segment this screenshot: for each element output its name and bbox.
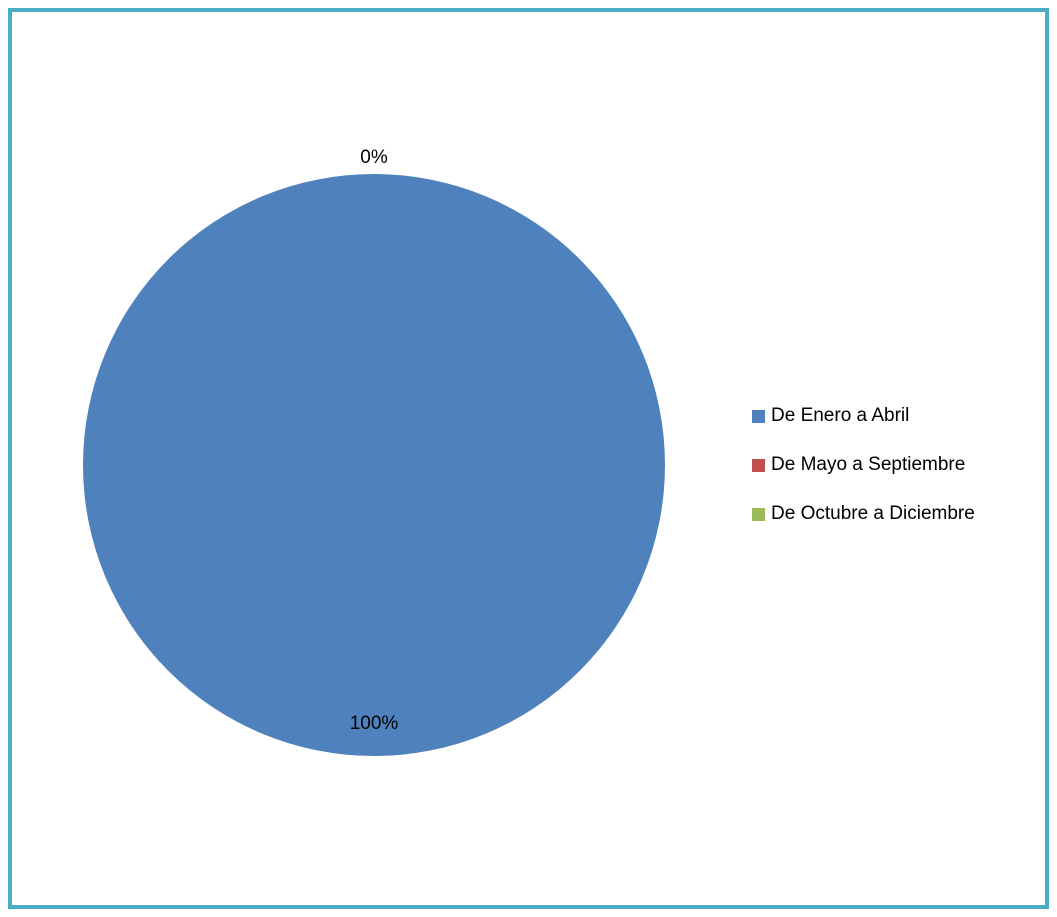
legend-item-octubre-diciembre: De Octubre a Diciembre	[752, 502, 975, 526]
data-label-zero: 0%	[360, 147, 388, 168]
legend-item-mayo-septiembre: De Mayo a Septiembre	[752, 453, 975, 477]
legend-item-enero-abril: De Enero a Abril	[752, 404, 975, 428]
legend: De Enero a Abril De Mayo a Septiembre De…	[752, 404, 975, 551]
legend-swatch-blue	[752, 409, 765, 423]
legend-swatch-red	[752, 458, 765, 472]
legend-label: De Mayo a Septiembre	[771, 454, 966, 475]
pie-slices	[83, 174, 665, 756]
legend-label: De Enero a Abril	[771, 405, 910, 426]
pie-slice-de-enero-a-abril	[83, 174, 665, 756]
data-label-hundred: 100%	[350, 713, 399, 734]
legend-swatch-green	[752, 507, 765, 521]
pie-data-labels: 0% 100%	[350, 147, 399, 734]
legend-label: De Octubre a Diciembre	[771, 503, 975, 524]
